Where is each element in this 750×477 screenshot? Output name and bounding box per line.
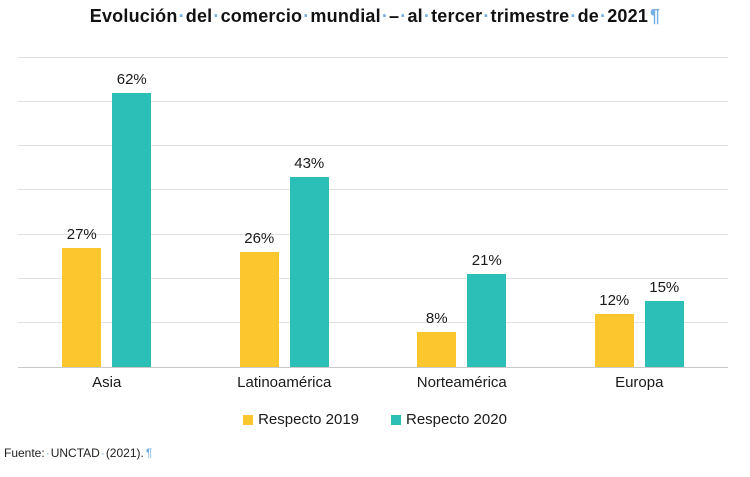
data-label: 12%: [599, 292, 630, 309]
data-label: 43%: [294, 155, 325, 172]
bar-group-europa: 12% 15%: [551, 58, 729, 367]
bar-respecto-2019-europa: 12%: [594, 292, 634, 367]
word: al: [407, 6, 423, 26]
source-text: Fuente:·UNCTAD·(2021). ¶: [4, 446, 152, 460]
word: de: [577, 6, 599, 26]
chart-title: Evolución·del·comercio·mundial·–·al·terc…: [0, 6, 750, 27]
legend-swatch-icon: [243, 414, 254, 425]
legend-item-respecto-2020: Respecto 2020: [391, 411, 507, 428]
pilcrow-formatting-mark: ¶: [650, 6, 661, 26]
x-axis-line: [18, 367, 728, 368]
word: (2021).: [105, 446, 144, 460]
bar-respecto-2020-norteamérica: 21%: [467, 252, 507, 367]
space-formatting-mark: ·: [570, 6, 577, 26]
bar-respecto-2020-asia: 62%: [112, 71, 152, 367]
legend-swatch-icon: [391, 414, 401, 425]
bar-respecto-2020-latinoamérica: 43%: [289, 155, 329, 367]
data-label: 15%: [649, 279, 680, 296]
bar-group-norteamérica: 8% 21%: [373, 58, 551, 367]
word: Evolución: [89, 6, 178, 26]
data-label: 8%: [425, 310, 448, 327]
legend-label: Respecto 2019: [258, 411, 359, 428]
word: tercer: [431, 6, 483, 26]
space-formatting-mark: ·: [100, 446, 105, 460]
bar-respecto-2019-norteamérica: 8%: [417, 310, 457, 367]
bar-respecto-2020-europa: 15%: [644, 279, 684, 367]
data-label: 21%: [471, 252, 502, 269]
legend-item-respecto-2019: Respecto 2019: [243, 411, 359, 428]
pilcrow-formatting-mark: ¶: [145, 446, 153, 460]
space-formatting-mark: ·: [423, 6, 431, 26]
space-formatting-mark: ·: [178, 6, 185, 26]
data-label: 27%: [66, 226, 97, 243]
space-formatting-mark: ·: [381, 6, 389, 26]
space-formatting-mark: ·: [45, 446, 50, 460]
word: 2021: [607, 6, 649, 26]
word: –: [389, 6, 400, 26]
x-axis-label-latinoamérica: Latinoamérica: [237, 374, 332, 391]
gridline-40: [18, 189, 728, 191]
gridline-60: [18, 101, 728, 103]
gridline-30: [18, 233, 728, 235]
word: comercio: [220, 6, 303, 26]
gridline-70: [18, 57, 728, 58]
gridline-50: [18, 145, 728, 147]
word: UNCTAD: [50, 446, 100, 460]
space-formatting-mark: ·: [599, 6, 607, 26]
space-formatting-mark: ·: [400, 6, 407, 26]
chart-legend: Respecto 2019 Respecto 2020: [0, 411, 750, 428]
bar-respecto-2019-asia: 27%: [62, 226, 102, 367]
bar-group-latinoamérica: 26% 43%: [196, 58, 374, 367]
space-formatting-mark: ·: [483, 6, 490, 26]
word: mundial: [310, 6, 381, 26]
x-axis-labels: Asia Latinoamérica Norteamérica Europa: [18, 374, 728, 391]
word: Fuente:: [4, 446, 45, 460]
bar-groups: 27% 62% 26% 43% 8% 21% 12% 15%: [18, 58, 728, 367]
x-axis-label-europa: Europa: [615, 374, 664, 391]
x-axis-label-norteamérica: Norteamérica: [416, 374, 507, 391]
gridline-20: [18, 277, 728, 279]
space-formatting-mark: ·: [213, 6, 220, 26]
legend-label: Respecto 2020: [406, 411, 507, 428]
word: trimestre: [490, 6, 570, 26]
data-label: 62%: [116, 71, 147, 88]
x-axis-label-asia: Asia: [92, 374, 122, 391]
plot-area: 27% 62% 26% 43% 8% 21% 12% 15%: [18, 57, 728, 368]
bar-respecto-2019-latinoamérica: 26%: [239, 230, 279, 367]
word: del: [185, 6, 213, 26]
data-label: 26%: [244, 230, 275, 247]
bar-group-asia: 27% 62%: [18, 58, 196, 367]
space-formatting-mark: ·: [303, 6, 310, 26]
gridline-10: [18, 321, 728, 323]
